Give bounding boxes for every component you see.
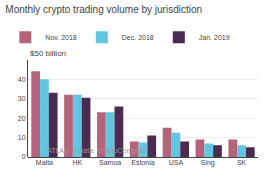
svg-text:USA: USA	[169, 159, 184, 166]
svg-text:40: 40	[18, 76, 26, 83]
svg-text:Nov. 2018: Nov. 2018	[45, 34, 76, 41]
svg-text:ATLAS | Data: CryptoCompare: ATLAS | Data: CryptoCompare	[47, 147, 146, 155]
svg-text:Malta: Malta	[36, 159, 53, 166]
svg-text:Sing.: Sing.	[201, 159, 217, 167]
svg-text:Dec. 2018: Dec. 2018	[122, 34, 154, 41]
svg-text:Monthly crypto trading volume: Monthly crypto trading volume by jurisdi…	[5, 4, 202, 15]
svg-text:Jan. 2019: Jan. 2019	[199, 34, 230, 41]
svg-text:30: 30	[18, 95, 26, 102]
svg-text:20: 20	[18, 115, 26, 122]
svg-text:HK: HK	[72, 159, 82, 166]
svg-text:Samoa: Samoa	[99, 159, 121, 166]
svg-text:0: 0	[22, 153, 26, 160]
svg-text:Estonia: Estonia	[131, 159, 154, 166]
svg-text:10: 10	[18, 134, 26, 141]
svg-text:SK: SK	[237, 159, 247, 166]
svg-text:$50 billion: $50 billion	[30, 49, 66, 58]
